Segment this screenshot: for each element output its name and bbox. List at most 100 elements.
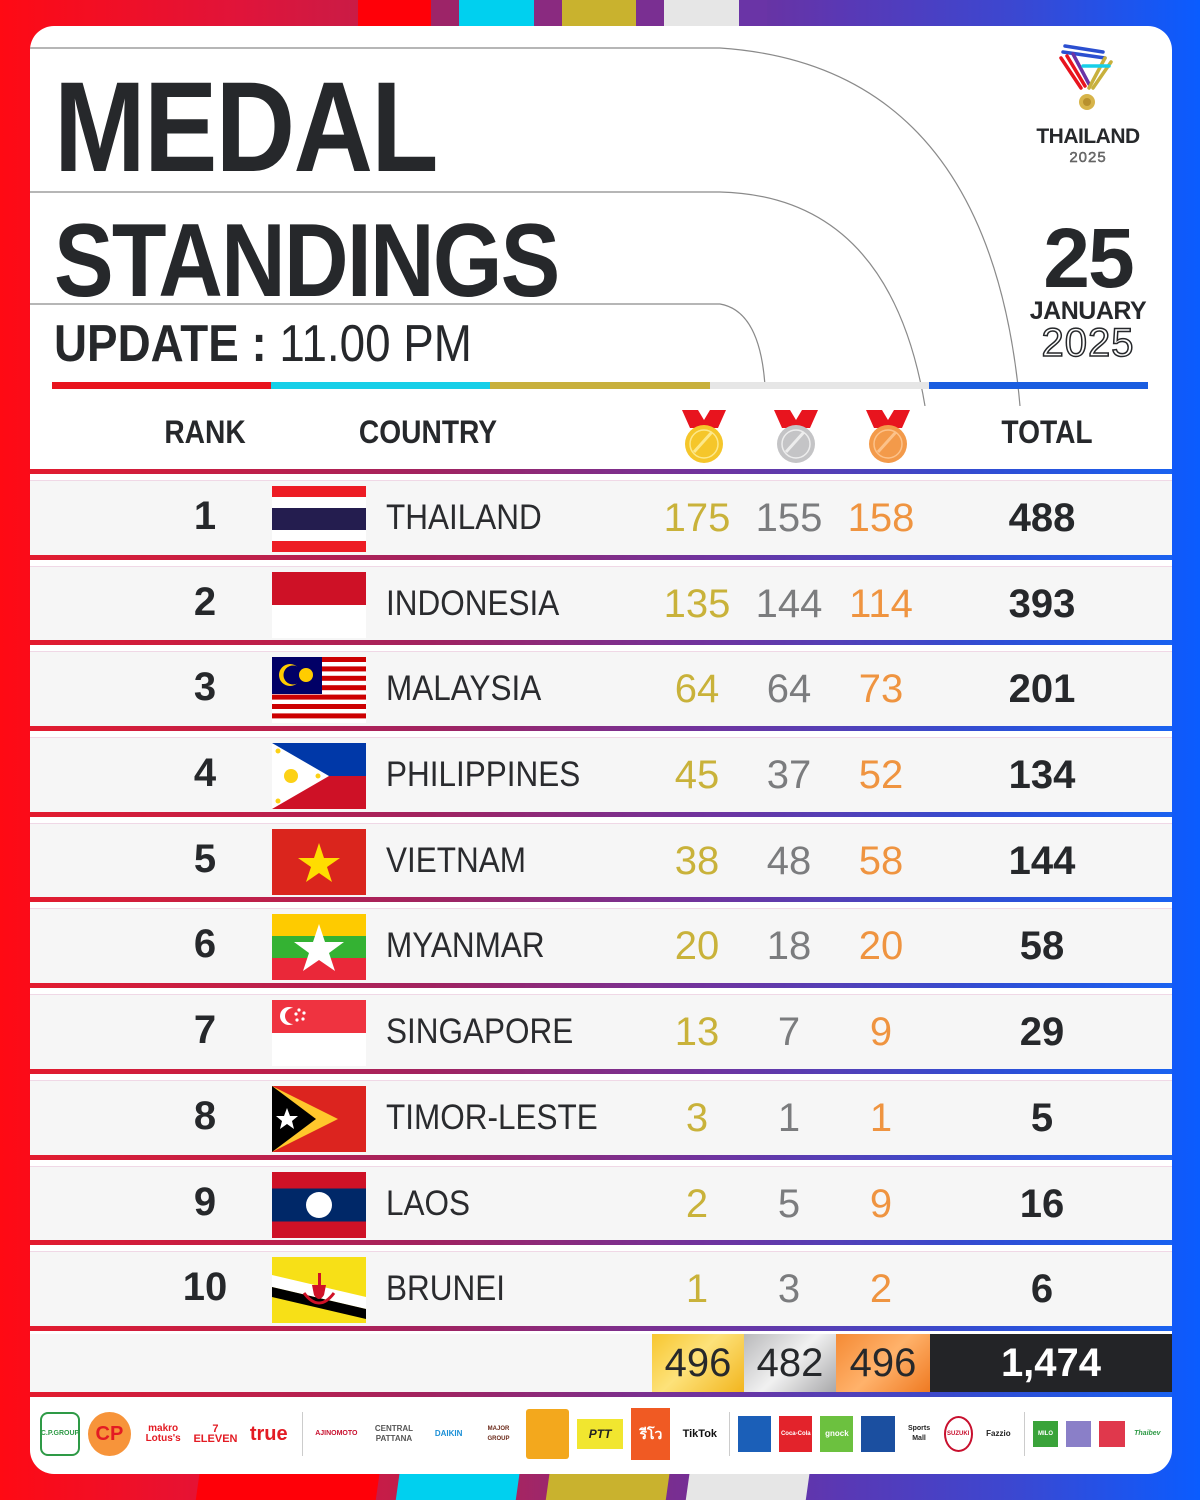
table-row: 9 LAOS 2 5 9 16 [30, 1160, 1172, 1246]
rank: 10 [182, 1265, 228, 1310]
flag-timor-leste-icon [272, 1085, 366, 1152]
total-count: 6 [1030, 1267, 1054, 1312]
rank: 8 [193, 1093, 217, 1138]
sponsor-divider [729, 1412, 731, 1456]
silver-count: 48 [766, 838, 812, 883]
flag-thailand-icon [272, 486, 366, 552]
title-line1: MEDAL [54, 56, 438, 199]
totals-row: 496 482 496 1,474 [30, 1334, 1172, 1392]
sponsor-true-logo: true [249, 1423, 288, 1445]
silver-count: 1 [777, 1095, 801, 1140]
sponsor-coca-cola-logo: Coca-Cola [779, 1416, 813, 1452]
title-line2: STANDINGS [54, 203, 560, 319]
country-name: VIETNAM [386, 840, 527, 880]
flag-laos-icon [272, 1171, 366, 1238]
total-count: 201 [1008, 667, 1076, 712]
sponsor-yellow-logo [525, 1409, 569, 1459]
sponsor-navy-logo [861, 1416, 895, 1452]
sponsor-central-pattana-logo: CENTRAL PATTANA [374, 1424, 414, 1443]
date-month: JANUARY [1029, 297, 1147, 325]
country-name: BRUNEI [386, 1269, 506, 1309]
date-year: 2025 [1041, 321, 1135, 365]
sponsor-divider [1023, 1412, 1025, 1456]
sponsor-ptt-logo: PTT [576, 1419, 624, 1449]
sponsor-thaibev-logo: Thaibev [1134, 1430, 1161, 1437]
flag-malaysia-icon [272, 657, 366, 724]
country-name: MALAYSIA [386, 669, 542, 709]
country-name: THAILAND [386, 498, 542, 537]
column-rank: RANK [164, 414, 246, 450]
gold-count: 2 [685, 1181, 709, 1226]
silver-count: 3 [777, 1267, 801, 1312]
sponsor-sports-mall-logo: Sports Mall [907, 1425, 931, 1442]
bronze-count: 9 [869, 1010, 893, 1055]
sponsor-tiktok-logo: TikTok [682, 1428, 718, 1440]
bronze-medal-icon [866, 410, 910, 463]
silver-count: 144 [755, 581, 823, 626]
silver-count: 5 [777, 1181, 801, 1226]
flag-vietnam-icon [272, 828, 366, 895]
country-name: MYANMAR [386, 926, 545, 966]
standings-table-body: 1 THAILAND 175 155 158 488 2 INDONESIA 1… [30, 474, 1172, 1331]
gold-count: 135 [663, 581, 731, 626]
silver-medal-icon [774, 410, 818, 463]
total-count: 5 [1030, 1095, 1054, 1140]
table-row: 4 PHILIPPINES 45 37 52 134 [30, 731, 1172, 817]
total-count: 393 [1008, 581, 1076, 626]
logo-name: THAILAND [1036, 125, 1140, 148]
total-count: 16 [1019, 1181, 1065, 1226]
bronze-count: 58 [858, 838, 904, 883]
thailand-2025-logo: THAILAND 2025 [1026, 38, 1150, 166]
sponsor-purple-logo [1066, 1421, 1092, 1447]
country-name: INDONESIA [386, 583, 560, 623]
bronze-count: 73 [858, 667, 904, 712]
gold-count: 3 [685, 1095, 709, 1140]
rank: 7 [193, 1008, 217, 1053]
table-row: 3 MALAYSIA 64 64 73 201 [30, 645, 1172, 732]
update-time-value: 11.00 PM [279, 315, 472, 373]
rank: 4 [193, 751, 217, 796]
table-row: 10 BRUNEI 1 3 2 6 [30, 1245, 1172, 1331]
total-count: 488 [1008, 496, 1076, 540]
gold-count: 175 [663, 496, 731, 540]
country-name: TIMOR-LESTE [386, 1097, 598, 1137]
sponsor-gnock-logo: gnock [820, 1416, 854, 1452]
bronze-count: 9 [869, 1181, 893, 1226]
table-row: 5 VIETNAM 38 48 58 144 [30, 817, 1172, 903]
sponsor-fazzio-logo: Fazzio [986, 1429, 1011, 1438]
flag-brunei-icon [272, 1257, 366, 1324]
rank: 3 [193, 665, 217, 710]
sponsor-divider [302, 1412, 304, 1456]
bronze-count: 114 [849, 581, 913, 626]
color-bar-divider [52, 382, 1149, 389]
sponsor-blue-logo [738, 1416, 772, 1452]
header-divider [30, 469, 1172, 474]
medal-standings-card: MEDAL STANDINGS UPDATE : 11.00 PM [30, 26, 1172, 1474]
silver-count: 37 [766, 753, 812, 798]
rank: 5 [193, 836, 217, 881]
sea-games-emblem-icon [1059, 44, 1113, 110]
gold-count: 38 [674, 838, 720, 883]
column-total: TOTAL [1001, 414, 1093, 450]
total-bronze: 496 [836, 1334, 930, 1392]
gold-medal-icon [682, 410, 726, 463]
totals-divider [30, 1392, 1172, 1397]
rank: 6 [193, 922, 217, 967]
total-count: 134 [1008, 753, 1076, 798]
table-row: 2 INDONESIA 135 144 114 393 [30, 560, 1172, 646]
silver-count: 64 [766, 667, 812, 712]
bronze-count: 20 [858, 924, 904, 969]
flag-singapore-icon [272, 1000, 366, 1067]
rank: 2 [193, 579, 217, 624]
flag-philippines-icon [272, 743, 366, 810]
country-name: LAOS [386, 1183, 471, 1223]
update-label: UPDATE : [54, 315, 267, 373]
update-time: UPDATE : 11.00 PM [54, 314, 472, 374]
sponsor-logos: C.P.GROUP CP makro Lotus's 7 ELEVEN true… [40, 1402, 1162, 1466]
sponsor-ajinomoto-logo: AJINOMOTO [315, 1430, 358, 1437]
bronze-count: 1 [869, 1095, 893, 1140]
silver-count: 18 [766, 924, 812, 969]
date-day: 25 [1043, 211, 1134, 305]
gold-count: 45 [674, 753, 720, 798]
sponsor-makro-lotus-logo: makro Lotus's [145, 1423, 181, 1444]
